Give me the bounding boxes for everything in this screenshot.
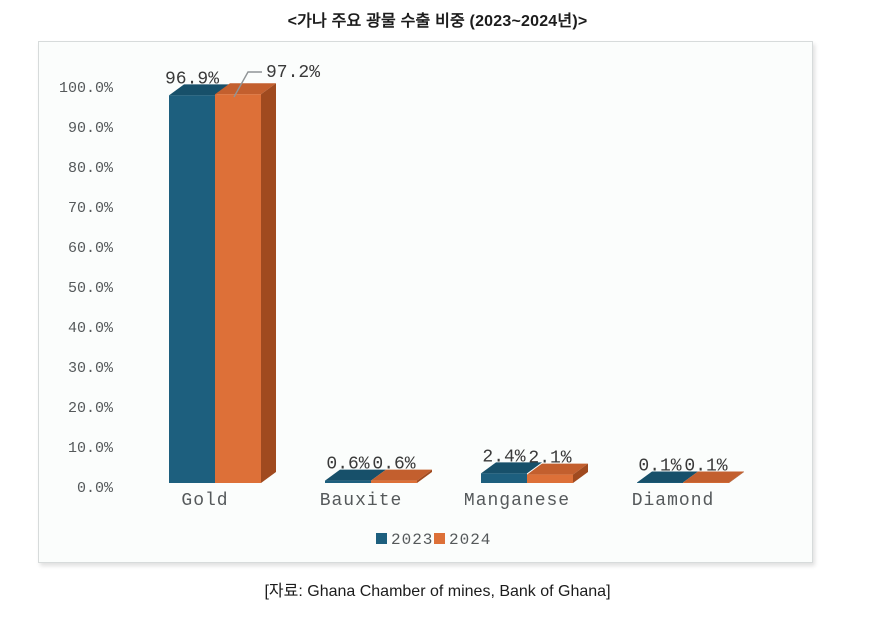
y-axis-tick-label: 80.0% (68, 160, 114, 177)
bar-2023-diamond (637, 471, 698, 483)
value-label-2024-diamond: 0.1% (684, 457, 727, 477)
bar-front-face (325, 480, 371, 483)
bar-2023-gold (169, 84, 230, 484)
y-axis-tick-label: 100.0% (59, 80, 114, 97)
bar-2023-manganese (481, 462, 542, 483)
bar-2024-gold (215, 83, 276, 483)
y-axis-tick-label: 70.0% (68, 200, 114, 217)
y-axis-tick-label: 60.0% (68, 240, 114, 257)
bar-front-face (481, 473, 527, 483)
bar-2024-diamond (683, 471, 744, 483)
bar-front-face (371, 480, 417, 483)
bar-top-face (637, 471, 698, 483)
source-caption: [자료: Ghana Chamber of mines, Bank of Gha… (264, 583, 611, 600)
legend-swatch-2023 (376, 533, 387, 544)
value-label-2023-gold: 96.9% (165, 69, 219, 89)
y-axis-tick-label: 10.0% (68, 440, 114, 457)
legend-swatch-2024 (434, 533, 445, 544)
bar-top-face (371, 469, 432, 481)
y-axis-tick-label: 20.0% (68, 400, 114, 417)
y-axis-tick-label: 90.0% (68, 120, 114, 137)
value-callout-line (233, 71, 262, 98)
chart-panel: 0.0% 10.0% 20.0% 30.0% 40.0% 50.0% 60.0% 70.0% 8… (38, 41, 813, 563)
category-label-gold: Gold (181, 491, 228, 511)
bar-side-face (261, 83, 276, 483)
bar-side-face (573, 463, 588, 483)
value-label-2023-diamond: 0.1% (638, 457, 681, 477)
value-label-2023-manganese: 2.4% (482, 447, 525, 467)
y-axis-tick-label: 50.0% (68, 280, 114, 297)
bar-2024-manganese (527, 463, 588, 483)
bar-2023-bauxite (325, 469, 386, 483)
chart-canvas: 0.0% 10.0% 20.0% 30.0% 40.0% 50.0% 60.0% 70.0% 8… (59, 63, 744, 549)
bar-top-face (527, 463, 588, 475)
bar-top-face (169, 84, 230, 96)
bar-side-face (417, 469, 432, 483)
y-axis-tick-label: 40.0% (68, 320, 114, 337)
legend-label-2024: 2024 (449, 531, 491, 549)
y-axis-tick-label: 0.0% (77, 480, 114, 497)
legend-label-2023: 2023 (391, 531, 433, 549)
value-label-2023-bauxite: 0.6% (326, 455, 369, 475)
bar-front-face (215, 94, 261, 483)
category-label-manganese: Manganese (464, 491, 570, 511)
bar-top-face (481, 462, 542, 474)
chart-title: <가나 주요 광물 수출 비중 (2023~2024년)> (287, 13, 588, 30)
y-axis-tick-label: 30.0% (68, 360, 114, 377)
bar-top-face (325, 469, 386, 481)
value-label-2024-bauxite: 0.6% (372, 455, 415, 475)
bar-top-face (683, 471, 744, 483)
value-label-2024-gold: 97.2% (266, 63, 320, 83)
bar-top-face (215, 83, 276, 95)
bar-front-face (683, 482, 729, 483)
bar-side-face (729, 471, 744, 483)
bar-front-face (169, 95, 215, 484)
value-label-2024-manganese: 2.1% (528, 449, 571, 469)
bar-front-face (637, 482, 683, 483)
bar-2024-bauxite (371, 469, 432, 483)
bar-front-face (527, 474, 573, 483)
category-label-diamond: Diamond (632, 491, 715, 511)
category-label-bauxite: Bauxite (320, 491, 403, 511)
